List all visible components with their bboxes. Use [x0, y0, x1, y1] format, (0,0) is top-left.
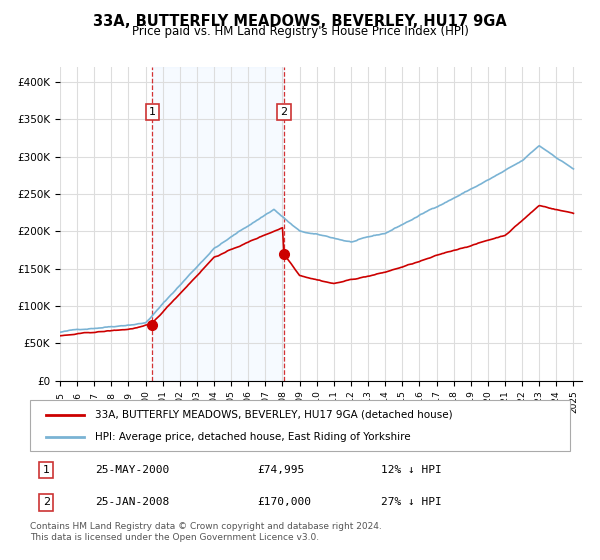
- Text: 33A, BUTTERFLY MEADOWS, BEVERLEY, HU17 9GA (detached house): 33A, BUTTERFLY MEADOWS, BEVERLEY, HU17 9…: [95, 409, 452, 419]
- Text: 12% ↓ HPI: 12% ↓ HPI: [381, 465, 442, 475]
- Text: 1: 1: [149, 107, 156, 117]
- Text: 2: 2: [43, 497, 50, 507]
- Text: £74,995: £74,995: [257, 465, 304, 475]
- Text: 2: 2: [280, 107, 287, 117]
- Text: 27% ↓ HPI: 27% ↓ HPI: [381, 497, 442, 507]
- Text: £170,000: £170,000: [257, 497, 311, 507]
- Text: Contains HM Land Registry data © Crown copyright and database right 2024.: Contains HM Land Registry data © Crown c…: [30, 522, 382, 531]
- Text: Price paid vs. HM Land Registry's House Price Index (HPI): Price paid vs. HM Land Registry's House …: [131, 25, 469, 38]
- Text: 1: 1: [43, 465, 50, 475]
- Bar: [152, 67, 284, 381]
- Text: HPI: Average price, detached house, East Riding of Yorkshire: HPI: Average price, detached house, East…: [95, 432, 410, 442]
- FancyBboxPatch shape: [30, 400, 570, 451]
- Text: 33A, BUTTERFLY MEADOWS, BEVERLEY, HU17 9GA: 33A, BUTTERFLY MEADOWS, BEVERLEY, HU17 9…: [93, 14, 507, 29]
- Text: 25-JAN-2008: 25-JAN-2008: [95, 497, 169, 507]
- Text: This data is licensed under the Open Government Licence v3.0.: This data is licensed under the Open Gov…: [30, 533, 319, 543]
- Text: 25-MAY-2000: 25-MAY-2000: [95, 465, 169, 475]
